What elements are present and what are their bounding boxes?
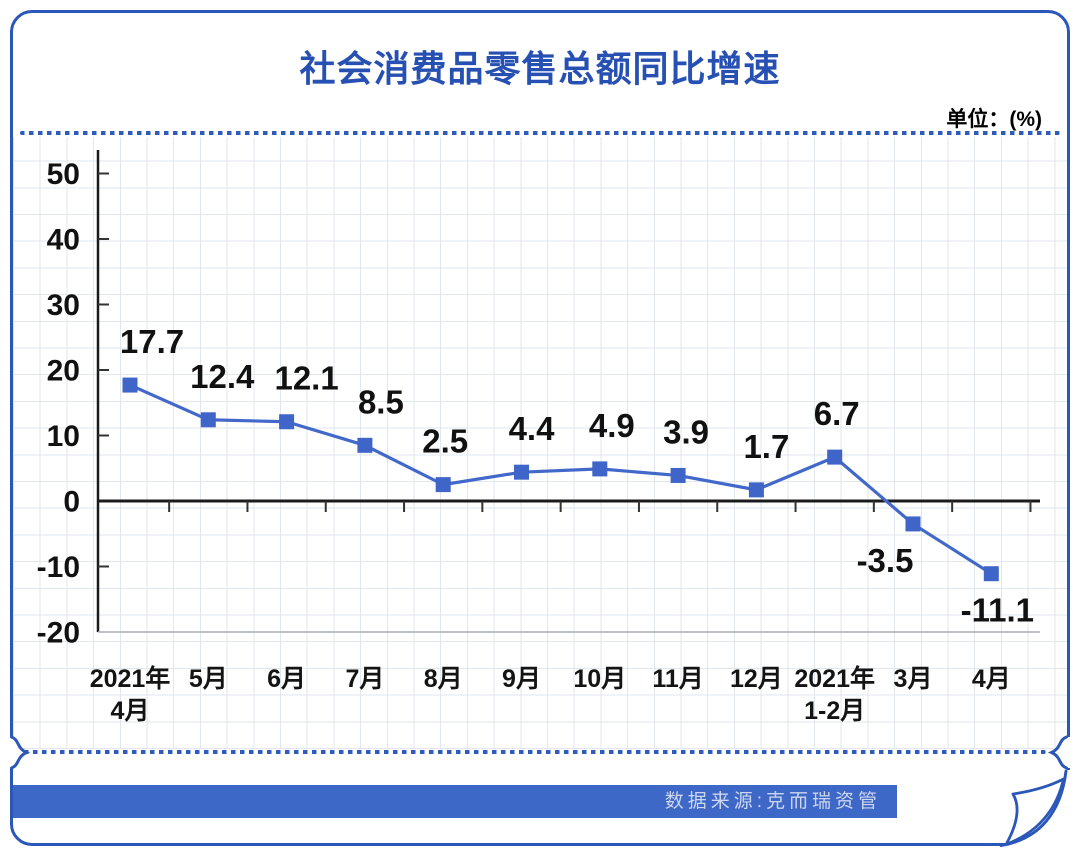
data-point-marker [514,464,529,480]
data-point-label: 1.7 [743,428,789,465]
data-point-label: -11.1 [961,592,1034,629]
source-bar: 数据来源:克而瑞资管 [13,785,897,818]
data-point-label: 4.9 [589,407,635,444]
source-label: 数据来源:克而瑞资管 [664,791,881,812]
data-point-label: 12.1 [274,360,338,397]
x-axis-label: 10月 [573,665,626,693]
x-axis-label: 2021年 4月 [90,664,171,725]
x-axis-label: 4月 [972,665,1011,693]
data-point-label: 8.5 [358,383,404,420]
data-point-marker [983,566,999,582]
y-tick-label: -20 [37,617,80,650]
x-axis-label: 12月 [730,665,783,693]
x-axis-label: 7月 [345,665,384,693]
y-tick-label: 20 [47,355,80,388]
x-axis-label: 6月 [267,665,306,693]
unit-label: 单位：(%) [946,108,1042,131]
x-axis-label: 11月 [652,665,703,693]
x-axis-label: 5月 [189,665,228,693]
y-tick-label: 10 [47,420,80,453]
page-curl-fold [1004,777,1065,846]
data-point-marker [670,467,686,483]
data-point-marker [748,482,764,498]
chart-title: 社会消费品零售总额同比增速 [299,48,781,89]
data-point-marker [357,437,373,453]
data-point-label: 17.7 [120,323,184,360]
data-point-label: 3.9 [663,413,709,450]
left-brace-mask [7,737,17,768]
x-axis-label: 8月 [424,665,463,693]
left-brace-icon [10,735,31,770]
x-axis-label: 3月 [894,665,933,693]
y-tick-label: 30 [47,289,80,322]
data-line [129,383,993,576]
grid-paper-background [13,137,1067,749]
data-point-marker [592,461,608,477]
data-point-marker [435,477,451,493]
data-point-marker [279,414,295,430]
top-dotted-divider [20,131,1060,135]
data-point-marker [827,449,843,465]
bottom-dotted-divider [24,750,1046,754]
y-tick-label: 40 [47,224,80,257]
right-brace-icon [1047,735,1068,770]
y-tick-label: 50 [47,158,80,191]
y-tick-label: 0 [63,486,80,519]
right-brace-mask [1061,737,1071,768]
data-point-label: 2.5 [422,423,468,460]
page-curl-icon [999,769,1080,856]
data-point-label: 12.4 [190,358,255,395]
x-axis-label: 2021年 1-2月 [794,664,875,725]
page-curl-mask [1001,770,1080,856]
y-tick-label: -10 [37,551,80,584]
data-point-label: 6.7 [814,395,860,432]
data-point-label: 4.4 [509,410,556,447]
data-point-label: -3.5 [857,542,914,579]
x-axis-label: 9月 [502,665,541,693]
data-point-marker [200,412,216,428]
data-point-marker [122,377,138,393]
data-point-marker [905,516,921,532]
